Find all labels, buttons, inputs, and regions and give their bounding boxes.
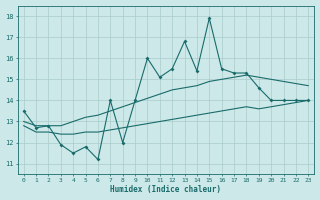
X-axis label: Humidex (Indice chaleur): Humidex (Indice chaleur) <box>110 185 221 194</box>
